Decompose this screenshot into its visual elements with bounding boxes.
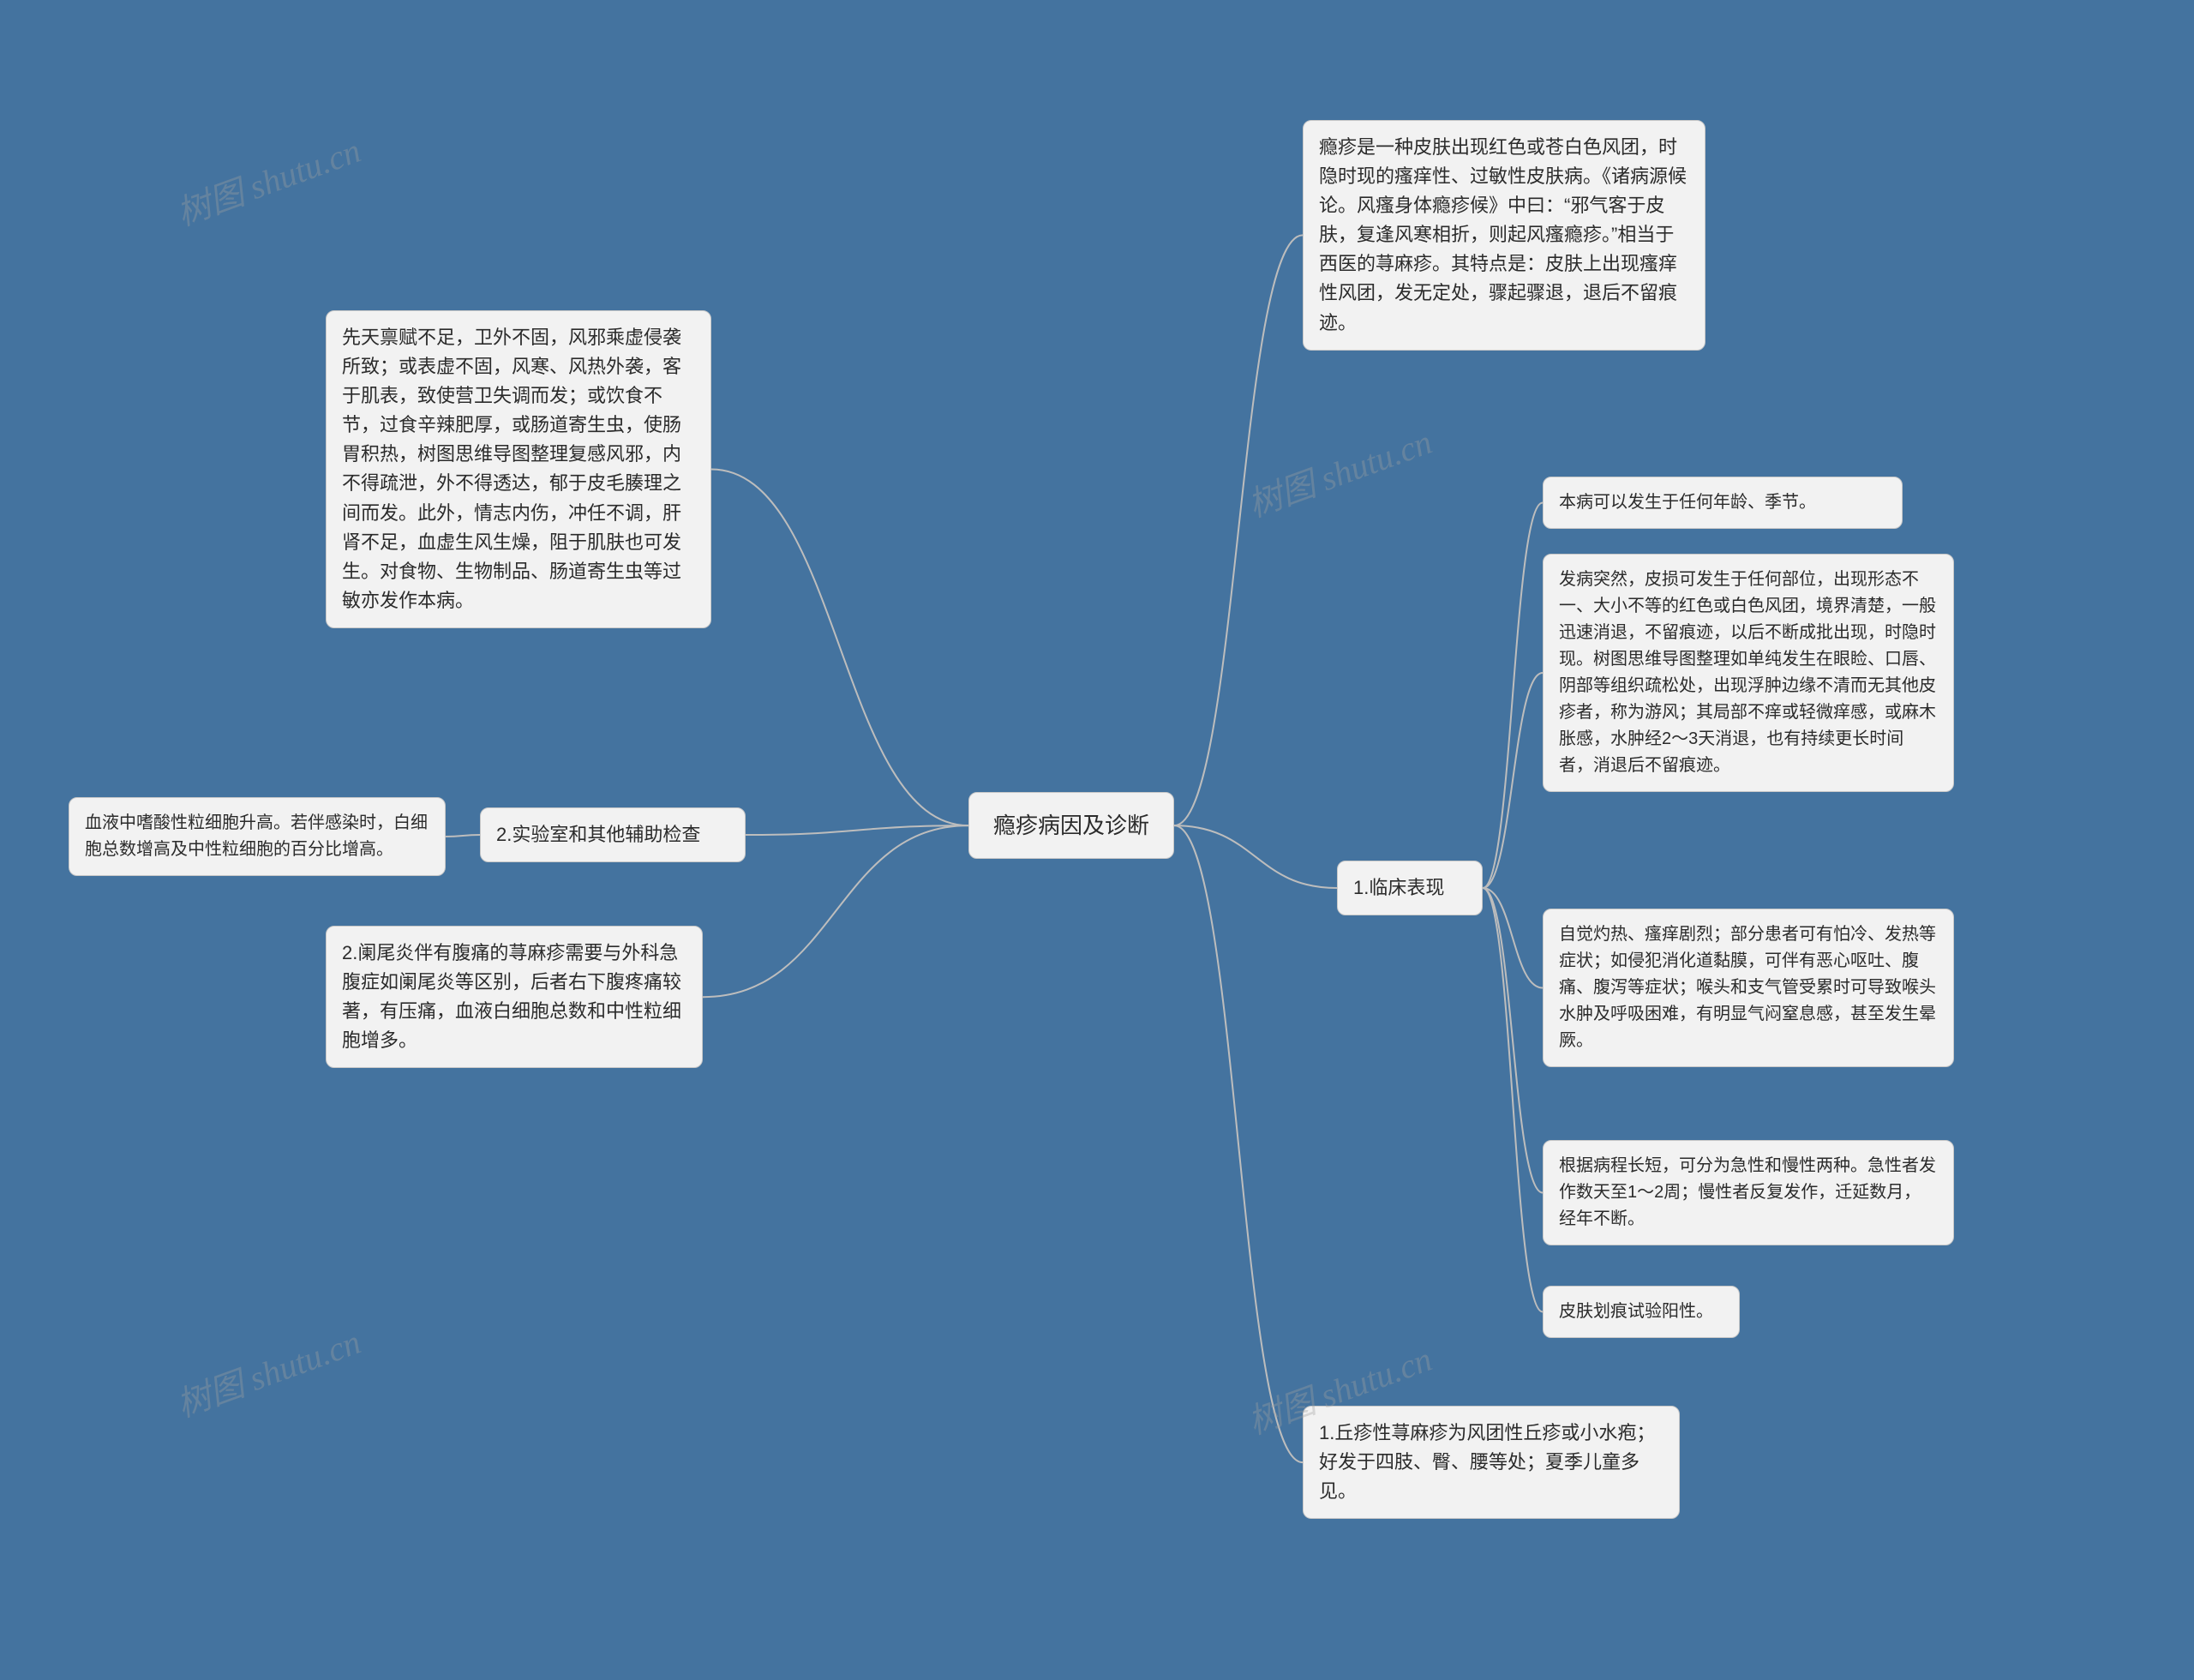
connector xyxy=(1483,888,1543,1192)
node-etiology: 先天禀赋不足，卫外不固，风邪乘虚侵袭所致；或表虚不固，风寒、风热外袭，客于肌表，… xyxy=(326,310,711,628)
connector xyxy=(1483,503,1543,889)
node-clinical: 1.临床表现 xyxy=(1337,861,1483,915)
node-appendix: 2.阑尾炎伴有腹痛的荨麻疹需要与外科急腹症如阑尾炎等区别，后者右下腹疼痛较著，有… xyxy=(326,926,703,1068)
node-lab_label: 2.实验室和其他辅助检查 xyxy=(480,807,746,862)
node-center: 瘾疹病因及诊断 xyxy=(968,792,1174,859)
connector xyxy=(1174,825,1303,1462)
watermark: 树图 shutu.cn xyxy=(1240,414,1438,526)
connector xyxy=(1174,235,1303,825)
connector xyxy=(1483,888,1543,1311)
connector xyxy=(446,835,480,837)
connector xyxy=(1483,673,1543,888)
watermark: 树图 shutu.cn xyxy=(169,123,367,235)
connector xyxy=(1174,825,1337,888)
node-differential: 1.丘疹性荨麻疹为风团性丘疹或小水疱；好发于四肢、臀、腰等处；夏季儿童多见。 xyxy=(1303,1406,1680,1519)
node-lab_detail: 血液中嗜酸性粒细胞升高。若伴感染时，白细胞总数增高及中性粒细胞的百分比增高。 xyxy=(69,797,446,876)
node-c_item_4: 皮肤划痕试验阳性。 xyxy=(1543,1286,1740,1338)
connector xyxy=(746,825,968,835)
node-intro: 瘾疹是一种皮肤出现红色或苍白色风团，时隐时现的瘙痒性、过敏性皮肤病。《诸病源候论… xyxy=(1303,120,1705,351)
node-c_item_3: 根据病程长短，可分为急性和慢性两种。急性者发作数天至1～2周；慢性者反复发作，迁… xyxy=(1543,1140,1954,1245)
node-c_item_1: 发病突然，皮损可发生于任何部位，出现形态不一、大小不等的红色或白色风团，境界清楚… xyxy=(1543,554,1954,792)
connector xyxy=(1483,888,1543,987)
node-c_item_2: 自觉灼热、瘙痒剧烈；部分患者可有怕冷、发热等症状；如侵犯消化道黏膜，可伴有恶心呕… xyxy=(1543,909,1954,1067)
watermark: 树图 shutu.cn xyxy=(169,1314,367,1426)
connector xyxy=(711,469,968,825)
node-c_item_0: 本病可以发生于任何年龄、季节。 xyxy=(1543,477,1903,529)
